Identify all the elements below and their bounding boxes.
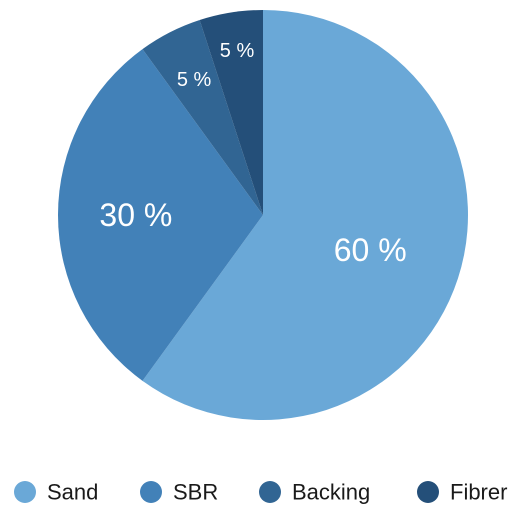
pie-slice-labels: 60 % 30 % 5 % 5 % (99, 40, 406, 268)
legend-item-sbr: SBR (140, 480, 218, 505)
legend-swatch-sand (14, 481, 36, 503)
legend-swatch-fibrer (417, 481, 439, 503)
pie-slice-sand (142, 10, 468, 421)
legend-label-sand: Sand (47, 480, 98, 505)
legend-item-fibrer: Fibrer (417, 480, 507, 505)
slice-label-backing: 5 % (177, 69, 212, 91)
legend-item-sand: Sand (14, 480, 98, 505)
slice-label-sbr: 30 % (99, 197, 172, 233)
legend-label-sbr: SBR (173, 480, 218, 505)
slice-label-fibrer: 5 % (220, 40, 255, 62)
legend: Sand SBR Backing Fibrer (14, 480, 507, 505)
pie-slices (57, 10, 468, 421)
legend-label-fibrer: Fibrer (450, 480, 507, 505)
legend-label-backing: Backing (292, 480, 370, 505)
pie-slice-backing (142, 20, 263, 216)
slice-label-sand: 60 % (334, 232, 407, 268)
pie-slice-fibrer (199, 10, 263, 215)
legend-swatch-sbr (140, 481, 162, 503)
legend-swatch-backing (259, 481, 281, 503)
legend-item-backing: Backing (259, 480, 370, 505)
pie-slice-sbr (57, 49, 263, 381)
